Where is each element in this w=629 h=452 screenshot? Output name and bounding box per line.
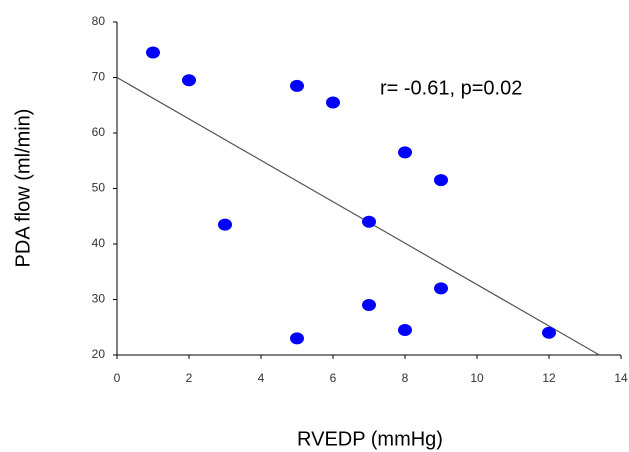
x-tick-label: 6 [330, 371, 337, 385]
x-tick-label: 14 [614, 371, 628, 385]
data-point [326, 96, 340, 109]
data-point [398, 146, 412, 159]
x-tick-label: 10 [470, 371, 484, 385]
y-tick-label: 50 [92, 181, 106, 195]
data-point [362, 299, 376, 312]
x-tick-label: 2 [186, 371, 193, 385]
data-point [146, 46, 160, 59]
y-tick-label: 40 [92, 236, 106, 250]
annotation: r= -0.61, p=0.02 [380, 77, 522, 99]
data-point [542, 326, 556, 339]
data-point [434, 174, 448, 187]
x-axis-label: RVEDP (mmHg) [297, 428, 443, 450]
x-tick-label: 12 [542, 371, 556, 385]
y-tick-label: 70 [92, 70, 106, 84]
data-point [290, 332, 304, 345]
trend-line [116, 76, 600, 356]
data-point [398, 324, 412, 337]
data-point [434, 282, 448, 295]
data-point [182, 74, 196, 87]
x-tick-label: 8 [402, 371, 409, 385]
y-tick-label: 80 [92, 14, 106, 28]
y-axis-label: PDA flow (ml/min) [12, 109, 34, 268]
y-tick-label: 20 [92, 347, 106, 361]
data-point [362, 215, 376, 228]
data-point [290, 79, 304, 92]
x-tick-label: 0 [114, 371, 121, 385]
y-tick-label: 30 [92, 292, 106, 306]
data-point [218, 218, 232, 231]
y-tick-label: 60 [92, 125, 106, 139]
x-tick-label: 4 [258, 371, 265, 385]
